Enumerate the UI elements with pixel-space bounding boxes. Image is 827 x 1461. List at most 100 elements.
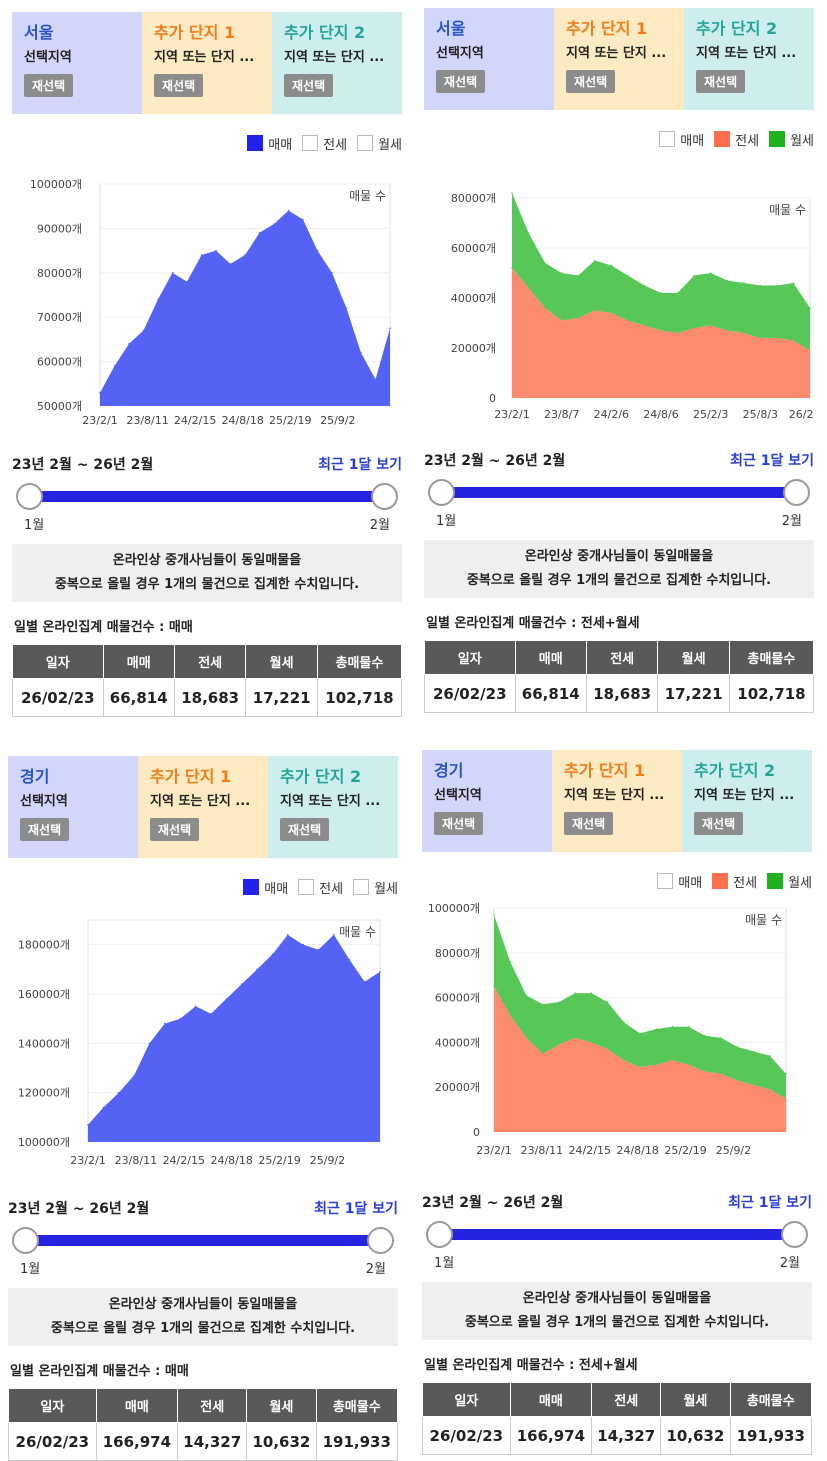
recent-month-link[interactable]: 최근 1달 보기 [728,1195,812,1211]
reselect-button[interactable]: 재선택 [436,70,486,93]
legend-item-2[interactable]: 월세 [769,130,814,149]
period-slider[interactable] [12,482,402,512]
x-tick-label: 23/2/1 [476,1144,511,1157]
legend-checkbox[interactable] [243,879,260,895]
y-tick-label: 60000개 [37,356,82,369]
legend-checkbox[interactable] [659,131,676,147]
x-tick-label: 24/8/18 [221,414,263,427]
legend-checkbox[interactable] [302,135,319,151]
legend-checkbox[interactable] [767,873,784,889]
slider-end-handle[interactable] [783,479,810,506]
period-slider[interactable] [8,1226,398,1256]
legend-checkbox[interactable] [353,879,370,895]
legend-checkbox[interactable] [357,135,374,151]
panel-4: 경기 선택지역 재선택 추가 단지 1 지역 또는 단지 ... 재선택 추가 … [422,750,813,1455]
reselect-button[interactable]: 재선택 [20,818,70,841]
series-area-전세 [512,268,810,398]
slider-end-handle[interactable] [367,1227,394,1254]
x-tick-label: 24/8/18 [616,1144,658,1157]
legend-item-2[interactable]: 월세 [357,134,402,153]
column-header: 전세 [173,644,247,679]
data-point [194,1005,197,1008]
legend-item-0[interactable]: 매매 [243,878,288,897]
table-cell: 10,632 [660,1416,731,1455]
reselect-button[interactable]: 재선택 [434,812,484,835]
x-tick-label: 23/8/11 [126,414,168,427]
table-cell: 166,974 [509,1416,593,1455]
column-header: 일자 [12,644,104,679]
table-row: 26/02/23 166,974 14,327 10,632 191,933 [8,1422,399,1461]
reselect-button[interactable]: 재선택 [566,70,616,93]
legend-checkbox[interactable] [247,135,264,151]
y-tick-label: 80000개 [451,192,496,205]
data-point [363,980,366,983]
reselect-button[interactable]: 재선택 [694,812,744,835]
legend-item-1[interactable]: 전세 [714,130,759,149]
data-point [142,329,145,332]
legend-item-1[interactable]: 전세 [712,872,757,891]
legend-item-0[interactable]: 매매 [657,872,702,891]
cell-title: 서울 [24,23,54,42]
y-tick-label: 50000개 [37,400,82,413]
data-point [164,1022,166,1025]
column-header: 전세 [177,1388,248,1423]
reselect-button[interactable]: 재선택 [24,74,74,97]
data-point [544,262,546,264]
added-complex-cell-2: 추가 단지 2 지역 또는 단지 ... 재선택 [684,8,814,110]
reselect-button[interactable]: 재선택 [154,74,204,97]
data-point [331,272,333,274]
legend-checkbox[interactable] [712,873,729,889]
y-tick-label: 70000개 [37,311,82,324]
data-point [610,264,613,267]
reselect-button[interactable]: 재선택 [564,812,614,835]
y-tick-label: 0 [473,1126,480,1139]
legend-item-2[interactable]: 월세 [353,878,398,897]
legend-item-2[interactable]: 월세 [767,872,812,891]
x-tick-label: 25/9/2 [716,1144,751,1157]
recent-month-link[interactable]: 최근 1달 보기 [730,453,814,469]
y-tick-label: 90000개 [37,222,82,235]
slider-start-handle[interactable] [426,1221,453,1248]
table-title: 일별 온라인집계 매물건수 : 매매 [14,620,193,635]
data-point [577,274,579,277]
data-point [271,953,274,956]
reselect-button[interactable]: 재선택 [280,818,330,841]
y-tick-label: 80000개 [37,267,82,280]
data-point [345,307,348,310]
reselect-button[interactable]: 재선택 [696,70,746,93]
legend-item-0[interactable]: 매매 [247,134,292,153]
notice-line: 중복으로 올릴 경우 1개의 물건으로 집계한 수치입니다. [54,577,360,592]
table-cell: 17,221 [657,674,730,713]
period-slider[interactable] [422,1220,812,1250]
period-slider[interactable] [424,478,814,508]
data-point [128,343,130,345]
data-point [379,971,381,973]
cell-title: 추가 단지 1 [150,767,232,786]
slider-start-handle[interactable] [16,483,43,510]
legend-checkbox[interactable] [657,873,674,889]
reselect-button[interactable]: 재선택 [284,74,334,97]
added-complex-cell-1: 추가 단지 1 지역 또는 단지 ... 재선택 [138,756,268,858]
slider-start-handle[interactable] [12,1227,39,1254]
column-header: 일자 [424,640,516,675]
recent-month-link[interactable]: 최근 1달 보기 [314,1201,398,1217]
x-tick-label: 25/9/2 [310,1154,345,1167]
data-point [225,998,228,1000]
period-title: 23년 2월 ~ 26년 2월 [8,1201,150,1217]
legend-item-1[interactable]: 전세 [302,134,347,153]
cell-title: 경기 [20,767,50,786]
reselect-button[interactable]: 재선택 [150,818,200,841]
slider-end-handle[interactable] [781,1221,808,1248]
cell-subtitle: 지역 또는 단지 ... [566,46,667,61]
legend-checkbox[interactable] [769,131,786,147]
legend-item-0[interactable]: 매매 [659,130,704,149]
legend-checkbox[interactable] [714,131,731,147]
period-title: 23년 2월 ~ 26년 2월 [422,1195,564,1211]
slider-end-handle[interactable] [371,483,398,510]
recent-month-link[interactable]: 최근 1달 보기 [318,457,402,473]
cell-title: 추가 단지 2 [280,767,362,786]
slider-start-handle[interactable] [428,479,455,506]
legend-item-1[interactable]: 전세 [298,878,343,897]
legend-checkbox[interactable] [298,879,315,895]
x-tick-label: 23/2/1 [82,414,117,427]
